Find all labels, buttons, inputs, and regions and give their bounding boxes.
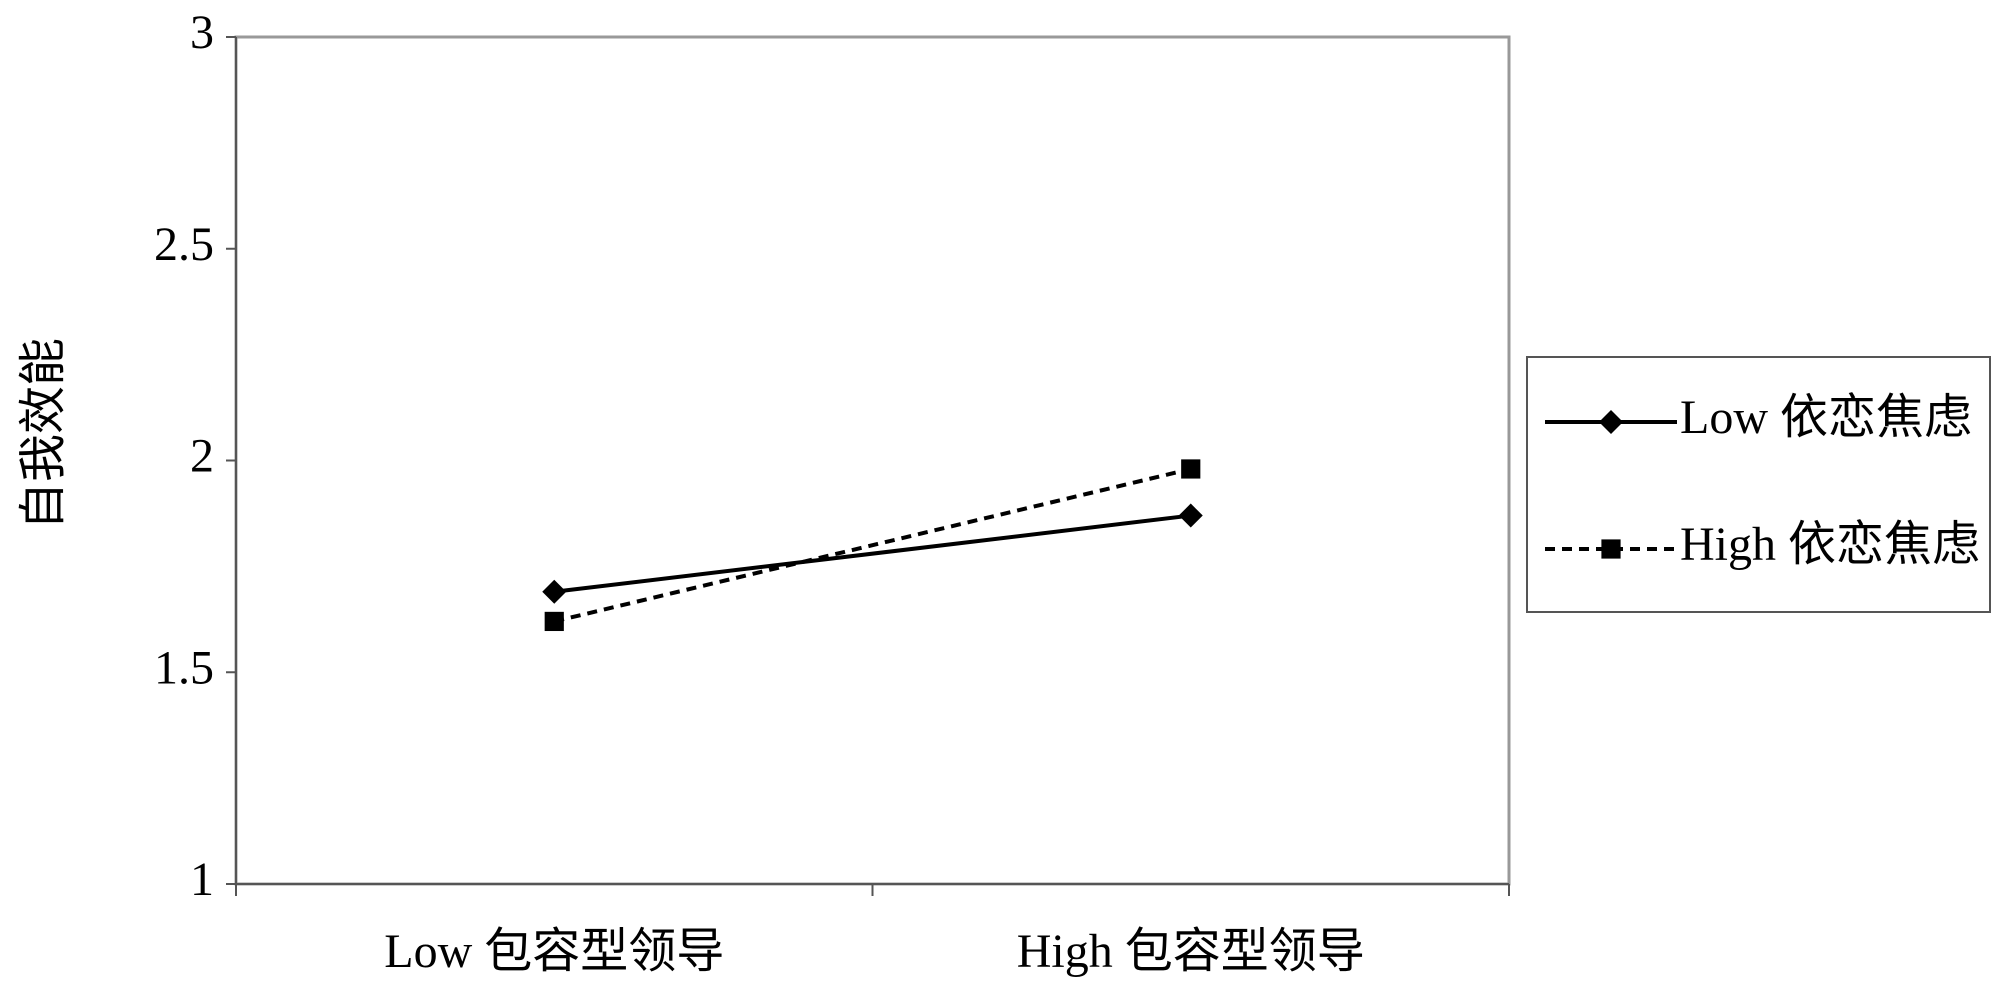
y-axis-label: 自我效能 [17, 338, 70, 530]
legend-label: Low 依恋焦虑 [1680, 391, 1972, 444]
marker [1599, 410, 1623, 434]
y-tick-label: 2.5 [154, 218, 214, 271]
x-tick-label: High 包容型领导 [1017, 925, 1365, 978]
legend-box [1526, 356, 1991, 613]
series-line [554, 513, 1191, 594]
legend-label: High 依恋焦虑 [1680, 518, 1980, 571]
y-tick-label: 1.5 [154, 641, 214, 694]
marker [1601, 539, 1621, 559]
marker [1178, 503, 1203, 528]
marker [1181, 459, 1201, 479]
plot-area [234, 35, 1511, 886]
y-tick-label: 1 [190, 853, 214, 906]
y-tick-label: 3 [190, 6, 214, 59]
marker [544, 611, 564, 632]
x-tick-label: Low 包容型领导 [384, 925, 724, 978]
series-line [553, 467, 1192, 624]
marker [542, 579, 567, 604]
y-tick-label: 2 [190, 430, 214, 483]
